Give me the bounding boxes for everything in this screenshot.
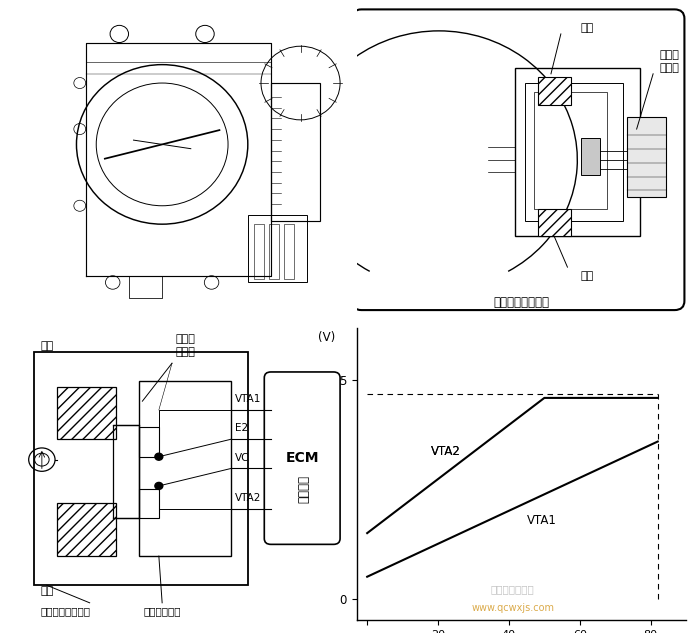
Text: VTA2: VTA2 — [431, 444, 461, 458]
Text: 节气门位置传感器: 节气门位置传感器 — [493, 296, 550, 308]
Bar — [515, 68, 640, 237]
Bar — [525, 83, 624, 221]
Bar — [581, 138, 600, 175]
Text: E2: E2 — [235, 423, 248, 434]
Circle shape — [155, 482, 163, 489]
Text: 输出电压: 输出电压 — [297, 475, 310, 503]
Text: VTA1: VTA1 — [235, 394, 261, 404]
Text: 磁辛: 磁辛 — [581, 272, 594, 281]
Text: 全开: 全开 — [651, 632, 665, 633]
Bar — [139, 489, 159, 518]
Bar — [271, 83, 320, 221]
Text: VTA1: VTA1 — [527, 515, 556, 527]
Text: ECM: ECM — [286, 451, 319, 465]
Bar — [538, 77, 571, 104]
Circle shape — [155, 453, 163, 460]
Bar — [538, 209, 571, 237]
Text: 节气门位置传感器: 节气门位置传感器 — [40, 606, 90, 617]
Bar — [139, 380, 231, 556]
Text: 雷尔集
成电路: 雷尔集 成电路 — [660, 51, 680, 73]
Bar — [270, 224, 279, 279]
Bar — [57, 387, 116, 439]
Bar — [139, 427, 159, 456]
Text: 磁辛: 磁辛 — [40, 586, 53, 596]
Text: www.qcwxjs.com: www.qcwxjs.com — [471, 603, 554, 613]
Bar — [113, 425, 139, 518]
Bar — [626, 116, 666, 197]
Text: VTA2: VTA2 — [431, 444, 461, 458]
Bar — [34, 351, 248, 586]
Bar — [57, 503, 116, 556]
Text: 全关: 全关 — [360, 632, 374, 633]
Bar — [248, 215, 307, 282]
Text: 磁辛: 磁辛 — [40, 341, 53, 351]
Text: (V): (V) — [317, 331, 335, 344]
Text: VTA2: VTA2 — [235, 494, 261, 503]
Bar — [284, 224, 294, 279]
Text: 汽车维修技术网: 汽车维修技术网 — [491, 584, 535, 594]
Text: 雷尔集成电路: 雷尔集成电路 — [143, 606, 181, 617]
Text: VC: VC — [235, 453, 249, 463]
Bar — [254, 224, 264, 279]
Text: 磁辛: 磁辛 — [581, 23, 594, 33]
Text: 雷尔集
成电路: 雷尔集 成电路 — [175, 334, 195, 357]
Bar — [534, 92, 607, 209]
